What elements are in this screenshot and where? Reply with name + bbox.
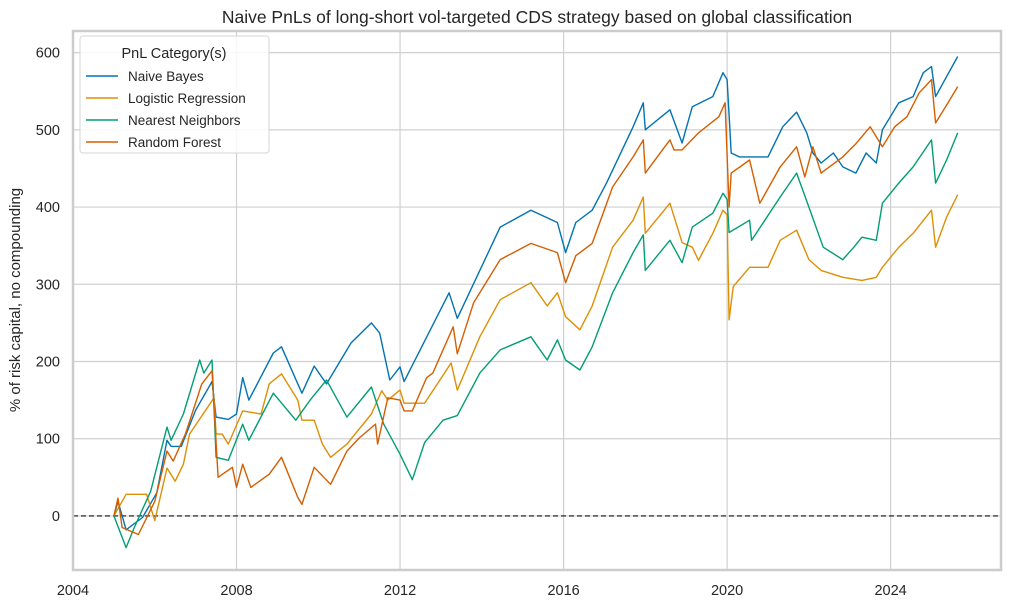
series-line-logistic-regression	[113, 194, 959, 522]
series-lines	[113, 56, 959, 549]
x-tick-label: 2020	[711, 583, 743, 599]
series-line-random-forest	[113, 78, 959, 536]
legend-box	[79, 35, 270, 154]
legend-title: PnL Category(s)	[121, 46, 226, 62]
y-axis-label: % of risk capital, no compounding	[7, 188, 24, 412]
legend: PnL Category(s) Naive Bayes Logistic Regr…	[79, 35, 270, 154]
y-tick-label: 0	[52, 509, 60, 525]
y-tick-label: 100	[36, 432, 60, 448]
series-line-naive-bayes	[113, 56, 959, 531]
x-tick-label: 2012	[384, 583, 416, 599]
x-tick-label: 2004	[57, 583, 89, 599]
y-tick-label: 500	[36, 123, 60, 139]
x-tick-label: 2008	[220, 583, 252, 599]
legend-label: Nearest Neighbors	[128, 113, 241, 128]
chart-title: Naive PnLs of long-short vol-targeted CD…	[222, 7, 852, 27]
y-tick-label: 200	[36, 355, 60, 371]
legend-label: Random Forest	[128, 135, 221, 150]
y-tick-label: 400	[36, 200, 60, 216]
plot-frame	[71, 29, 1003, 572]
series-line-nearest-neighbors	[113, 132, 959, 549]
x-tick-labels: 2004 2008 2012 2016 2020 2024	[57, 583, 907, 599]
legend-label: Naive Bayes	[128, 69, 204, 84]
y-tick-label: 600	[36, 46, 60, 62]
legend-label: Logistic Regression	[128, 91, 246, 106]
x-tick-label: 2016	[547, 583, 579, 599]
x-tick-label: 2024	[874, 583, 906, 599]
y-tick-labels: 0 100 200 300 400 500 600	[36, 46, 60, 525]
y-tick-label: 300	[36, 277, 60, 293]
